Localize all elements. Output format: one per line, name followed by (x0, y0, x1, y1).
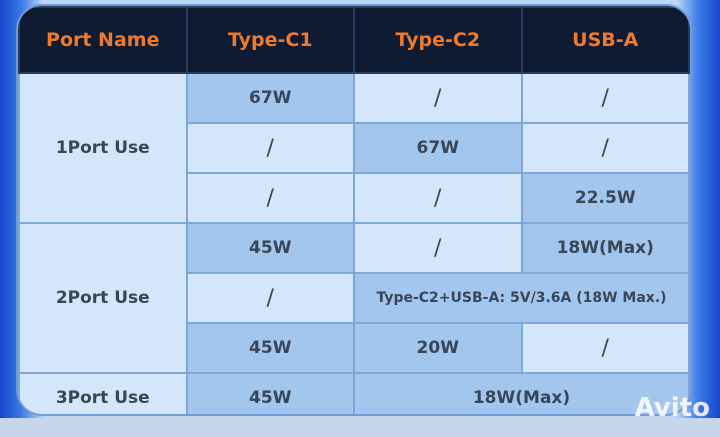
cell: / (353, 172, 523, 224)
header-type-c1: Type-C1 (185, 6, 355, 74)
table-row: / Type-C2+USB-A: 5V/3.6A (18W Max.) (19, 272, 690, 324)
table-row: 3Port Use 45W 18W(Max) (18, 372, 690, 414)
background-bottom (0, 418, 720, 437)
group-label: 1Port Use (18, 72, 188, 224)
group-label: 3Port Use (18, 372, 188, 414)
cell: / (185, 272, 355, 324)
cell: 20W (353, 322, 523, 374)
avito-watermark: Avito (634, 393, 710, 423)
cell: 67W (353, 122, 523, 174)
cell: 22.5W (520, 172, 690, 224)
table-row: / 67W / (19, 122, 690, 174)
header-usb-a: USB-A (520, 6, 690, 74)
cell: 45W (185, 372, 355, 414)
header-port-name: Port Name (18, 6, 188, 74)
cell: 67W (185, 72, 355, 124)
header-type-c2: Type-C2 (353, 6, 523, 74)
cell: / (520, 122, 690, 174)
cell: / (185, 122, 355, 174)
cell: / (353, 222, 523, 274)
cell: 18W(Max) (520, 222, 690, 274)
cell: 45W (185, 322, 355, 374)
merged-cell: 18W(Max) (353, 372, 690, 414)
table-row: 2Port Use 45W / 18W(Max) (18, 222, 690, 374)
table-row: 45W 20W / (19, 322, 690, 374)
group-label: 2Port Use (18, 222, 188, 374)
merged-cell: Type-C2+USB-A: 5V/3.6A (18W Max.) (353, 272, 690, 324)
cell: / (185, 172, 355, 224)
cell: / (353, 72, 523, 124)
port-power-table: Port Name Type-C1 Type-C2 USB-A 1Port Us… (16, 4, 692, 416)
table-row: 1Port Use 67W / / (18, 72, 690, 224)
header-row: Port Name Type-C1 Type-C2 USB-A (18, 6, 690, 74)
table-row: / / 22.5W (19, 172, 690, 224)
cell: 45W (185, 222, 355, 274)
cell: / (520, 322, 690, 374)
cell: / (520, 72, 690, 124)
